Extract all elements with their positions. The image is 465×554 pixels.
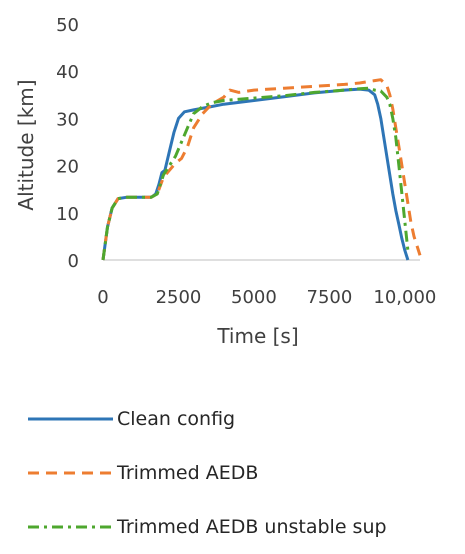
legend-label: Clean config <box>117 408 236 430</box>
series-line-3 <box>101 86 410 261</box>
legend-swatch-dashdot <box>28 525 113 529</box>
y-tick-label: 30 <box>56 109 79 130</box>
x-tick-label: 5000 <box>231 287 277 308</box>
legend-item-trimmed-aedb-unstable-sup: Trimmed AEDB unstable sup <box>28 500 387 554</box>
y-tick-label: 50 <box>56 15 79 36</box>
x-axis-title: Time [s] <box>216 324 298 348</box>
series-line-2 <box>101 78 422 261</box>
legend-swatch-dashed <box>28 471 113 475</box>
x-tick-label: 7500 <box>307 287 353 308</box>
y-tick-label: 0 <box>68 251 79 272</box>
legend: Clean config Trimmed AEDB Trimmed AEDB u… <box>28 392 387 554</box>
series-lines <box>101 78 422 261</box>
x-axis-ticks: 0 2500 5000 7500 10,000 <box>97 287 436 308</box>
legend-label: Trimmed AEDB <box>117 462 259 484</box>
legend-swatch-solid <box>28 417 113 421</box>
plot-area: 0 10 20 30 40 50 0 2500 5000 7500 10,000 <box>56 15 436 308</box>
y-tick-label: 40 <box>56 62 79 83</box>
x-tick-label: 0 <box>97 287 108 308</box>
y-axis-ticks: 0 10 20 30 40 50 <box>56 15 79 272</box>
legend-item-clean-config: Clean config <box>28 392 387 446</box>
legend-item-trimmed-aedb: Trimmed AEDB <box>28 446 387 500</box>
series-line-1 <box>101 87 410 261</box>
x-tick-label: 2500 <box>156 287 202 308</box>
altitude-chart: 0 10 20 30 40 50 0 2500 5000 7500 10,000 Altitude… <box>14 15 436 348</box>
y-tick-label: 10 <box>56 204 79 225</box>
y-tick-label: 20 <box>56 157 79 178</box>
legend-label: Trimmed AEDB unstable sup <box>117 516 387 538</box>
x-tick-label: 10,000 <box>373 287 436 308</box>
y-axis-title: Altitude [km] <box>14 79 38 210</box>
